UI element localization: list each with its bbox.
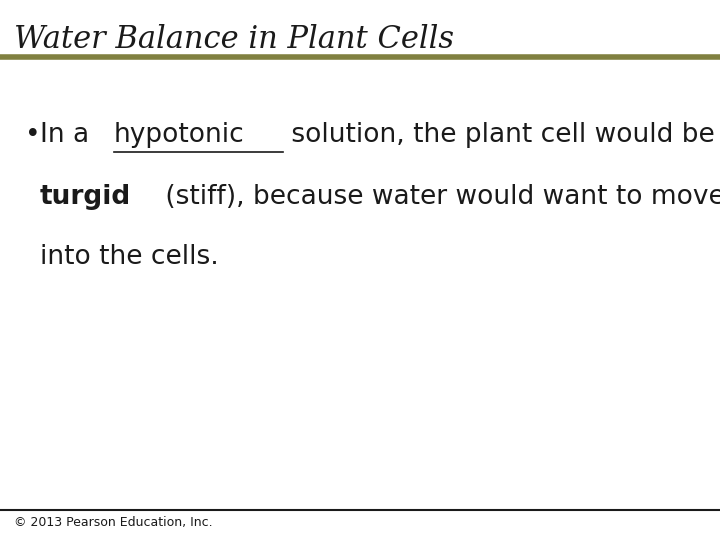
Text: solution, the plant cell would be: solution, the plant cell would be <box>282 122 714 148</box>
Text: hypotonic: hypotonic <box>114 122 245 148</box>
Text: © 2013 Pearson Education, Inc.: © 2013 Pearson Education, Inc. <box>14 516 213 529</box>
Text: In a: In a <box>40 122 97 148</box>
Text: (stiff), because water would want to move: (stiff), because water would want to mov… <box>158 184 720 210</box>
Text: Water Balance in Plant Cells: Water Balance in Plant Cells <box>14 24 454 55</box>
Text: •: • <box>25 122 41 148</box>
Text: into the cells.: into the cells. <box>40 244 218 269</box>
Text: turgid: turgid <box>40 184 131 210</box>
